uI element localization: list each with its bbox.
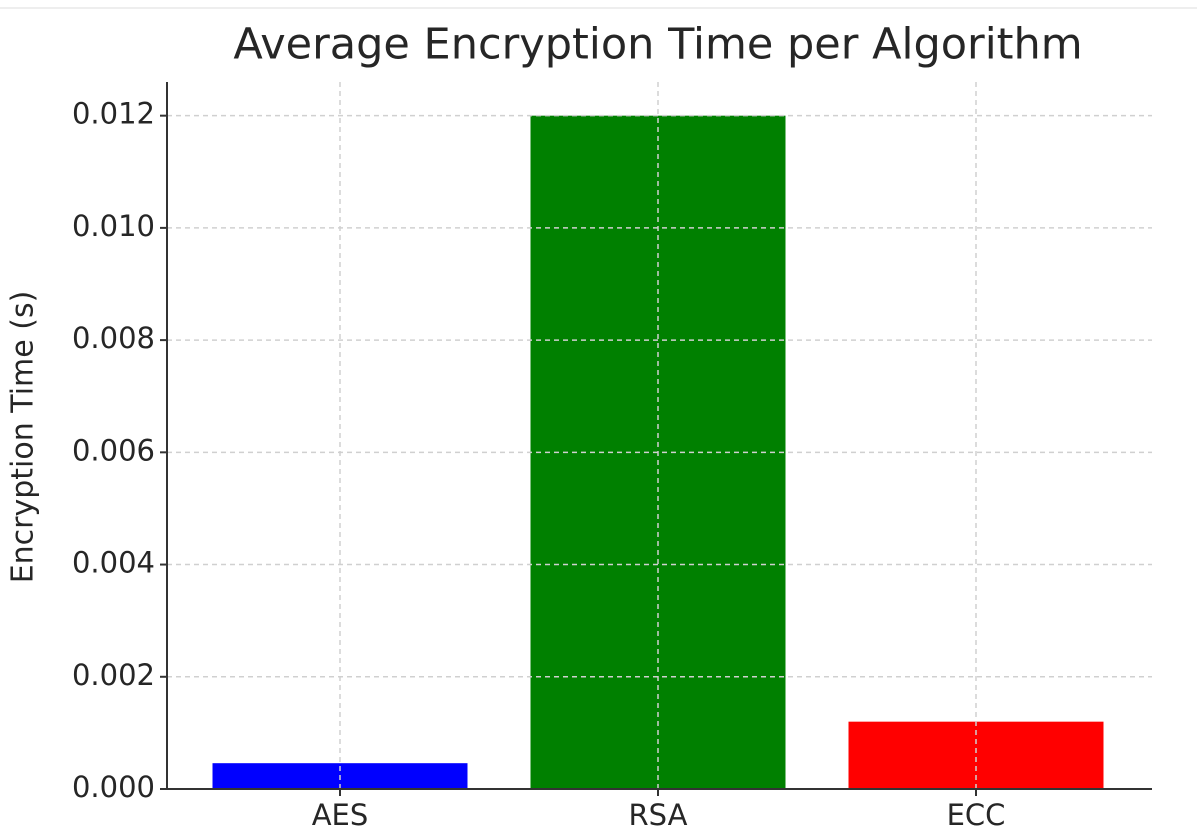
x-tick-label: RSA — [629, 798, 688, 832]
x-tick-label: ECC — [947, 798, 1006, 832]
y-tick-label: 0.002 — [72, 658, 155, 692]
y-tick-label: 0.004 — [72, 546, 155, 580]
labels: 0.000 0.002 0.004 0.006 0.008 0.010 0.012 AES RS… — [72, 97, 1005, 832]
y-axis-label: Encryption Time (s) — [6, 291, 41, 584]
y-tick-label: 0.010 — [72, 209, 155, 243]
y-tick-label: 0.000 — [72, 770, 155, 804]
y-tick-label: 0.008 — [72, 321, 155, 355]
y-tick-label: 0.006 — [72, 433, 155, 467]
x-tick-label: AES — [312, 798, 369, 832]
y-tick-label: 0.012 — [72, 97, 155, 131]
chart-title: Average Encryption Time per Algorithm — [233, 20, 1082, 70]
